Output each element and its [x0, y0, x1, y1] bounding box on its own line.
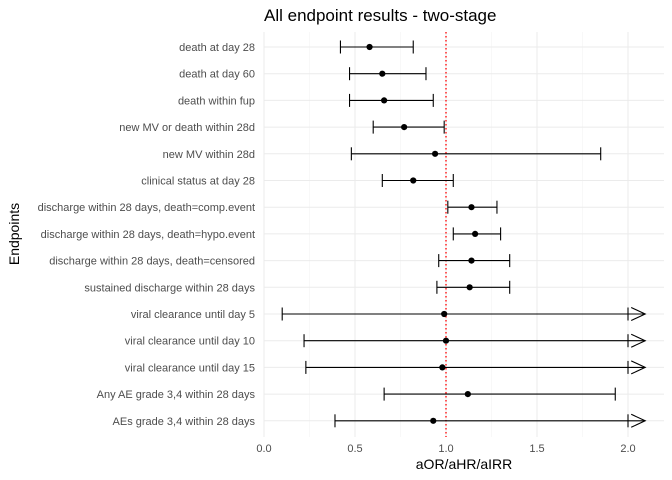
y-tick-label: viral clearance until day 10	[125, 336, 255, 348]
x-tick-label: 1.0	[438, 443, 453, 455]
y-tick-label: discharge within 28 days, death=censored	[49, 256, 255, 268]
y-tick-label: AEs grade 3,4 within 28 days	[113, 416, 256, 428]
ci-bar	[436, 280, 511, 294]
point-estimate	[441, 310, 448, 318]
y-tick-label: discharge within 28 days, death=comp.eve…	[38, 202, 255, 214]
x-tick-label: 1.5	[529, 443, 544, 455]
point-estimate	[464, 391, 471, 398]
point-estimate	[431, 150, 439, 157]
ci-bar	[339, 40, 414, 54]
y-tick-label: new MV within 28d	[163, 149, 255, 161]
ci-bar	[281, 307, 647, 321]
chart-title: All endpoint results - two-stage	[264, 6, 496, 25]
y-tick-label: discharge within 28 days, death=hypo.eve…	[41, 229, 255, 241]
ci-bar	[381, 174, 454, 187]
point-estimate	[442, 337, 450, 344]
ci-bar	[348, 67, 427, 81]
ci-bar	[334, 413, 647, 428]
ci-arrow	[630, 333, 647, 348]
x-tick-label: 2.0	[620, 443, 635, 455]
point-estimate	[401, 124, 408, 131]
point-estimate	[381, 97, 388, 104]
x-axis-title: aOR/aHR/aIRR	[416, 456, 512, 472]
ci-bar	[348, 93, 434, 107]
ci-arrow	[630, 360, 647, 375]
y-tick-label: death at day 28	[179, 42, 255, 54]
x-tick-label: 0.5	[347, 443, 362, 455]
y-tick-label: death within fup	[178, 95, 255, 107]
point-estimate	[472, 230, 479, 237]
point-estimate	[466, 284, 473, 291]
x-tick-label: 0.0	[256, 443, 271, 455]
ci-bar	[372, 120, 445, 134]
point-estimate	[410, 177, 417, 184]
point-estimates	[366, 43, 479, 424]
y-axis-title: Endpoints	[6, 203, 22, 265]
point-estimate	[366, 43, 373, 51]
point-estimate	[430, 417, 437, 424]
y-tick-label: death at day 60	[179, 69, 255, 81]
point-estimate	[379, 70, 386, 77]
y-axis-tick-labels: death at day 28 death at day 60 death with…	[38, 42, 256, 428]
y-tick-label: Any AE grade 3,4 within 28 days	[97, 389, 256, 401]
point-estimate	[468, 204, 475, 211]
y-tick-label: clinical status at day 28	[141, 176, 255, 188]
point-estimate	[439, 364, 446, 371]
y-tick-label: sustained discharge within 28 days	[84, 282, 255, 294]
grid	[263, 32, 664, 437]
x-axis-tick-labels: 0.0 0.5 1.0 1.5 2.0	[256, 443, 635, 455]
confidence-intervals	[281, 40, 647, 428]
y-tick-label: viral clearance until day 15	[125, 362, 255, 374]
ci-bar	[305, 360, 647, 375]
ci-arrow	[630, 413, 647, 428]
point-estimate	[468, 257, 475, 264]
ci-bar	[383, 387, 616, 401]
y-tick-label: viral clearance until day 5	[131, 309, 255, 321]
ci-bar	[350, 147, 602, 161]
ci-arrow	[630, 307, 647, 321]
ci-bar	[303, 333, 647, 348]
y-tick-label: new MV or death within 28d	[119, 122, 255, 134]
